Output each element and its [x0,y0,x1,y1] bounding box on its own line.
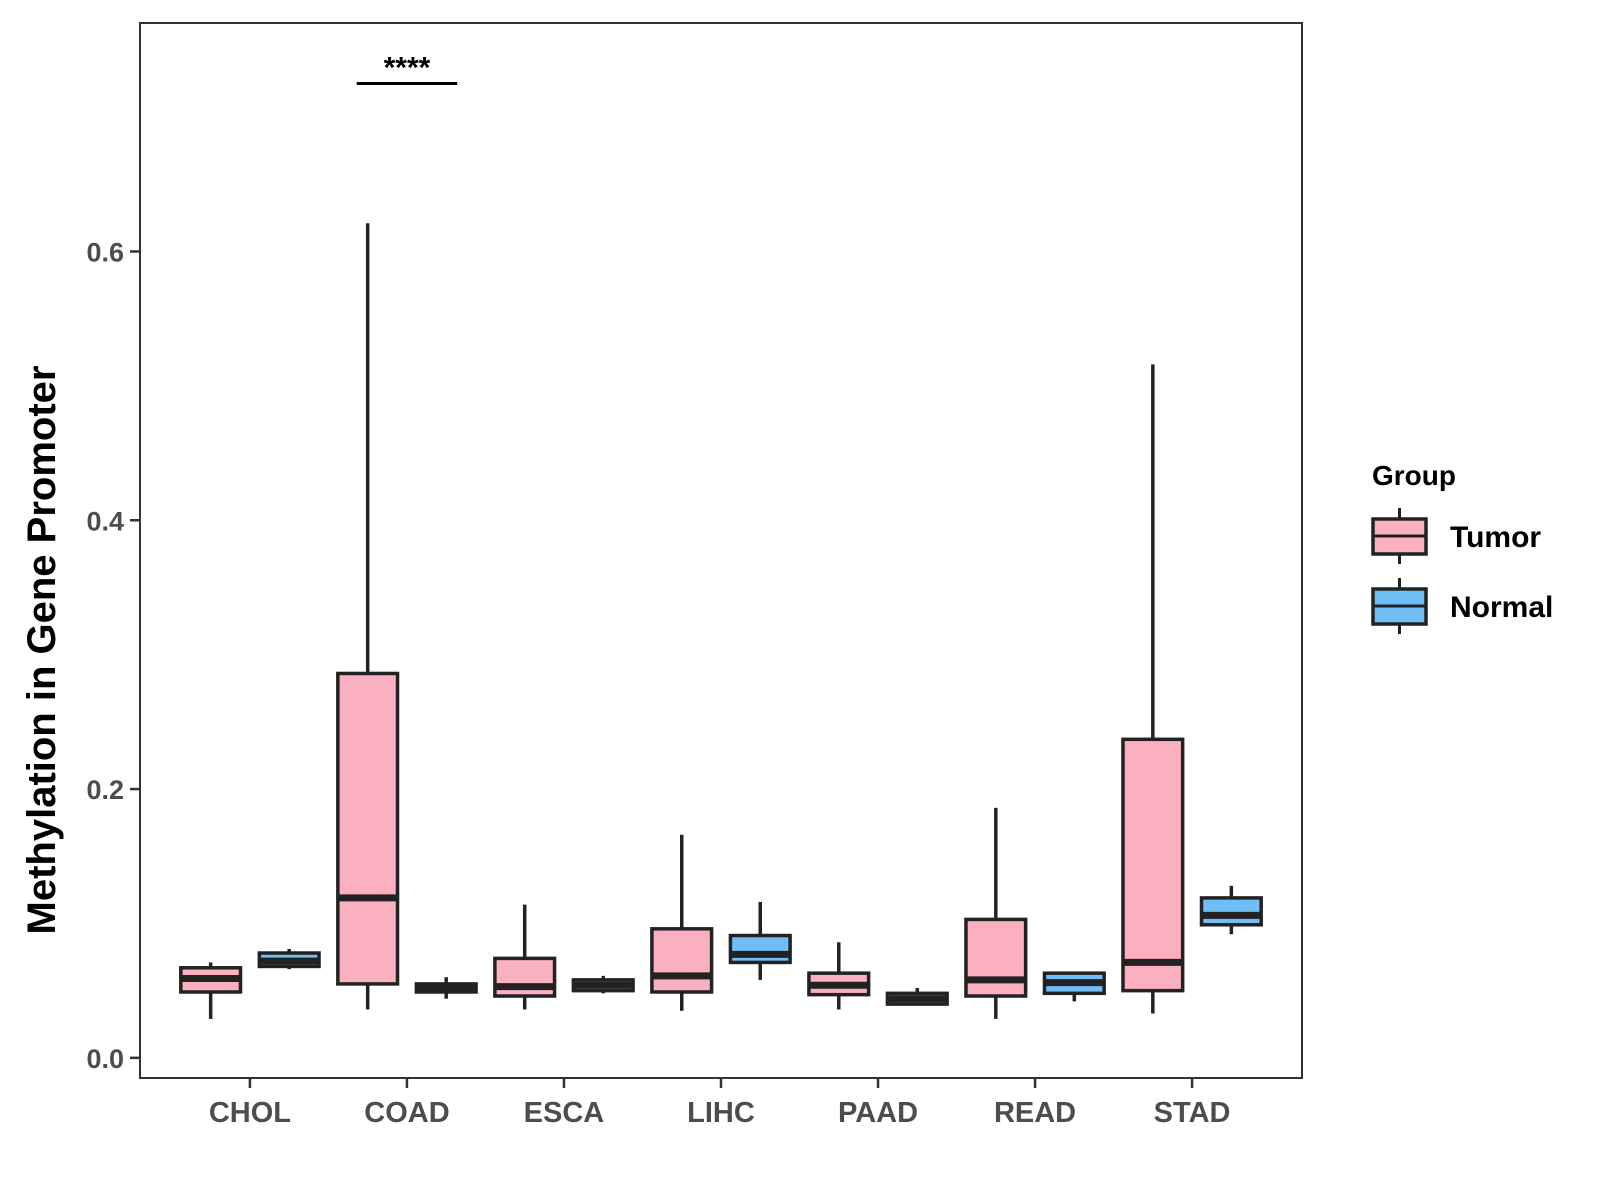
x-tick-label-paad: PAAD [838,1097,918,1129]
box-tumor-stad [1121,364,1185,1014]
significance-label: **** [384,51,431,84]
box-tumor-read [964,807,1028,1019]
box-tumor-coad [336,223,400,1010]
box-body [728,933,792,965]
y-tick-label: 0.6 [86,237,124,267]
x-tick-label-stad: STAD [1154,1097,1231,1129]
box-normal-lihc [728,901,792,980]
box-body [1199,896,1263,927]
y-axis-title: Methylation in Gene Promoter [20,366,64,935]
y-tick-label: 0.0 [86,1044,124,1074]
axes: 0.0 0.2 0.4 0.6 CHOL COAD ESCA LIHC PAAD READ STAD [86,237,1230,1129]
box-body [336,671,400,986]
box-normal-paad [885,987,949,1006]
y-tick-label: 0.2 [86,775,124,805]
box-normal-esca [571,975,635,994]
box-tumor-lihc [650,834,714,1011]
x-tick-label-chol: CHOL [209,1097,291,1129]
x-tick-label-read: READ [994,1097,1076,1129]
legend-item-normal: Normal [1371,578,1553,634]
x-tick-label-coad: COAD [364,1097,449,1129]
plot-area: **** [179,51,1263,1019]
legend-item-tumor: Tumor [1371,508,1541,564]
legend-label-tumor: Tumor [1450,521,1541,554]
box-normal-stad [1199,885,1263,935]
x-tick-label-esca: ESCA [524,1097,605,1129]
box-tumor-chol [179,962,243,1019]
legend: Group Tumor Normal [1371,460,1553,634]
box-normal-coad [414,977,478,999]
box-body [964,917,1028,998]
box-tumor-paad [807,942,871,1010]
box-body [1121,737,1185,993]
box-normal-read [1042,971,1106,1002]
legend-title: Group [1372,460,1456,491]
y-tick-label: 0.4 [86,506,124,536]
x-tick-label-lihc: LIHC [687,1097,755,1129]
box-normal-chol [257,948,321,970]
box-body [650,927,714,994]
box-body [493,956,557,998]
box-tumor-esca [493,904,557,1010]
legend-label-normal: Normal [1450,591,1553,624]
